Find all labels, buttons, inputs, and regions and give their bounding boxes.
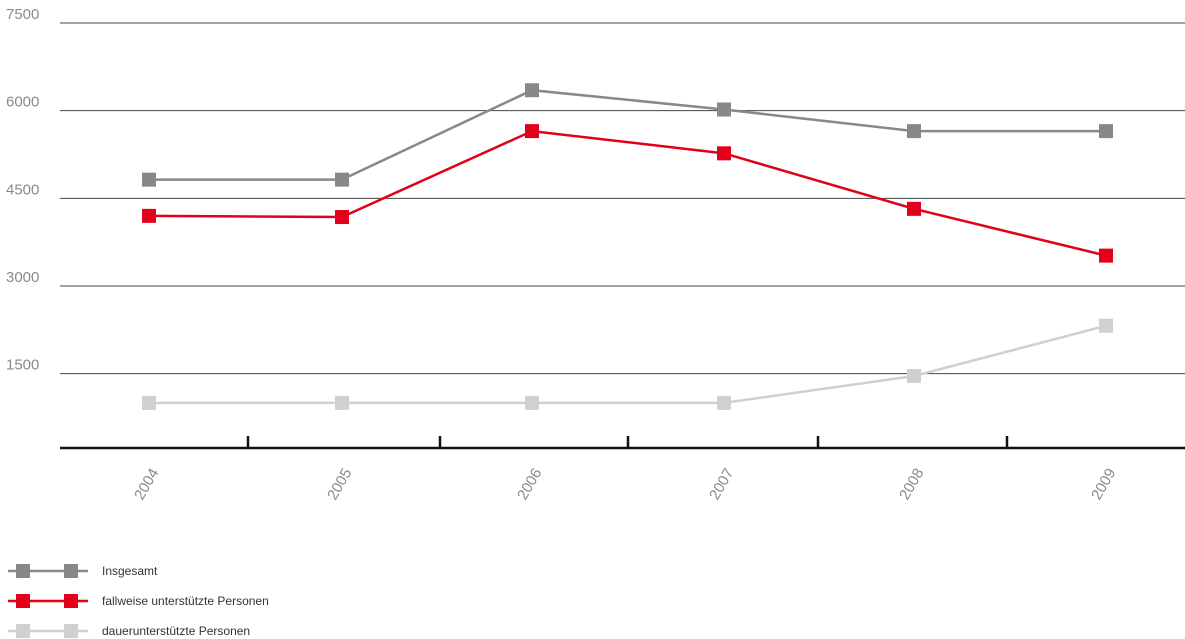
data-point-marker: [335, 172, 349, 187]
data-point-marker: [335, 210, 349, 225]
legend-swatch-marker: [64, 594, 78, 608]
legend-item: fallweise unterstützte Personen: [8, 594, 269, 608]
series-0: [142, 83, 1113, 187]
series-1: [142, 124, 1113, 263]
grid-lines: [60, 22, 1185, 375]
y-tick-label: 7500: [6, 6, 39, 23]
data-point-marker: [907, 369, 921, 384]
series-line: [149, 88, 1106, 181]
data-point-marker: [142, 208, 156, 223]
data-point-marker: [907, 124, 921, 139]
data-point-marker: [1099, 318, 1113, 333]
legend: Insgesamt fallweise unterstützte Personen…: [8, 564, 269, 638]
legend-label: fallweise unterstützte Personen: [102, 594, 269, 608]
legend-swatch-marker: [16, 624, 30, 638]
x-tick-label: 2009: [1088, 466, 1119, 503]
legend-item: Insgesamt: [8, 564, 158, 578]
data-point-marker: [142, 395, 156, 410]
data-point-marker: [525, 395, 539, 410]
legend-label: Insgesamt: [102, 564, 158, 578]
x-tick-label: 2008: [896, 466, 927, 503]
legend-swatch-marker: [16, 564, 30, 578]
y-tick-label: 3000: [6, 269, 39, 286]
series-group: [142, 83, 1113, 410]
x-tick-label: 2006: [514, 466, 545, 503]
x-tick-label: 2005: [324, 466, 355, 503]
legend-swatch-marker: [16, 594, 30, 608]
data-point-marker: [525, 83, 539, 98]
data-point-marker: [1099, 248, 1113, 263]
x-axis-tick-labels: 2004 2005 2006 2007 2008 2009: [131, 466, 1119, 503]
legend-item: dauerunterstützte Personen: [8, 624, 250, 638]
series-2: [142, 318, 1113, 410]
y-axis-tick-labels: 7500 6000 4500 3000 1500: [6, 6, 39, 374]
data-point-marker: [335, 395, 349, 410]
data-point-marker: [717, 395, 731, 410]
y-tick-label: 6000: [6, 94, 39, 111]
data-point-marker: [907, 201, 921, 216]
data-point-marker: [1099, 124, 1113, 139]
x-tick-label: 2004: [131, 466, 162, 503]
x-tick-label: 2007: [706, 466, 737, 503]
series-line: [149, 324, 1107, 405]
legend-swatch-marker: [64, 564, 78, 578]
data-point-marker: [717, 146, 731, 161]
legend-swatch-marker: [64, 624, 78, 638]
y-tick-label: 4500: [6, 181, 39, 198]
data-point-marker: [142, 172, 156, 187]
legend-label: dauerunterstützte Personen: [102, 624, 250, 638]
x-axis: [60, 436, 1185, 450]
data-point-marker: [525, 124, 539, 139]
series-line: [148, 129, 1107, 257]
data-point-marker: [717, 102, 731, 117]
y-tick-label: 1500: [6, 357, 39, 374]
